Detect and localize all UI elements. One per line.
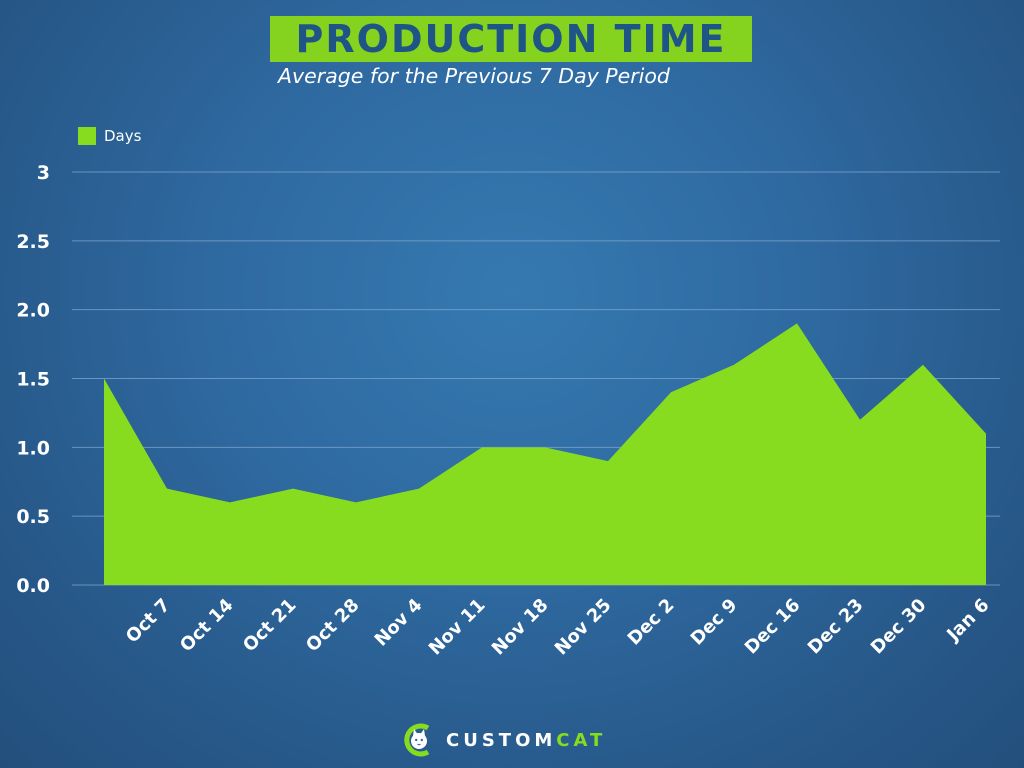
y-tick-label-1: 0.5: [16, 506, 50, 528]
x-tick-label-5: Nov 11: [425, 595, 490, 660]
x-tick-label-4: Nov 4: [371, 595, 427, 651]
data-point-14: [984, 432, 988, 436]
x-tick-label-8: Dec 2: [624, 595, 679, 650]
data-point-12: [858, 418, 862, 422]
chart-subtitle: Average for the Previous 7 Day Period: [278, 64, 670, 88]
data-point-11: [795, 321, 799, 325]
y-tick-label-0: 0.0: [16, 575, 50, 597]
legend-label: Days: [104, 127, 142, 145]
x-tick-label-12: Dec 30: [867, 595, 931, 659]
x-tick-label-13: Jan 6: [942, 595, 994, 647]
y-tick-label-6: 3: [37, 162, 50, 184]
y-tick-label-5: 2.5: [16, 231, 50, 253]
x-tick-label-3: Oct 28: [302, 595, 363, 656]
data-point-6: [480, 445, 484, 449]
x-tick-label-6: Nov 18: [488, 595, 553, 660]
x-tick-label-0: Oct 7: [122, 595, 175, 648]
data-point-10: [732, 363, 736, 367]
x-tick-label-11: Dec 23: [804, 595, 868, 659]
x-tick-label-1: Oct 14: [176, 595, 237, 656]
data-point-9: [669, 390, 673, 394]
chart-title: PRODUCTION TIME: [295, 17, 727, 61]
data-point-2: [228, 500, 232, 504]
data-point-4: [354, 500, 358, 504]
data-point-5: [417, 487, 421, 491]
x-tick-label-2: Oct 21: [239, 595, 300, 656]
chart-legend: Days: [78, 127, 141, 145]
data-point-1: [165, 487, 169, 491]
x-tick-label-9: Dec 9: [687, 595, 742, 650]
area-series-days: [104, 323, 986, 585]
brand-name: CUSTOMCAT: [446, 730, 606, 751]
y-tick-label-4: 2.0: [16, 300, 50, 322]
y-tick-label-3: 1.5: [16, 369, 50, 391]
y-tick-label-2: 1.0: [16, 437, 50, 459]
data-point-13: [921, 363, 925, 367]
brand-logo: CUSTOMCAT: [402, 720, 606, 760]
data-point-0: [102, 377, 106, 381]
data-point-7: [543, 445, 547, 449]
legend-swatch: [78, 127, 96, 145]
brand-name-part1: CUSTOM: [446, 729, 557, 751]
title-banner: PRODUCTION TIME: [270, 16, 752, 62]
cat-logo-icon: [404, 723, 430, 757]
data-point-8: [606, 459, 610, 463]
x-tick-label-10: Dec 16: [741, 595, 805, 659]
data-point-3: [291, 487, 295, 491]
x-tick-label-7: Nov 25: [551, 595, 616, 660]
brand-name-part2: CAT: [556, 729, 607, 751]
